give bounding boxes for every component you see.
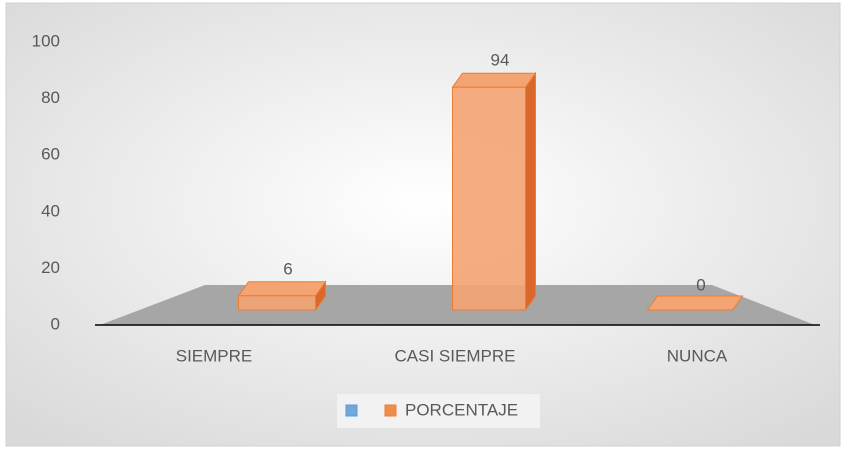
y-tick-label: 0	[51, 314, 60, 333]
x-tick-label: CASI SIEMPRE	[395, 346, 516, 365]
data-label: 0	[696, 275, 705, 294]
bar-top	[451, 72, 537, 88]
bar-side	[525, 71, 536, 312]
y-tick-label: 40	[41, 201, 60, 220]
bar-top	[646, 295, 744, 311]
bar-front	[238, 295, 316, 311]
y-tick-label: 80	[41, 88, 60, 107]
x-tick-label: NUNCA	[667, 346, 728, 365]
y-tick-label: 20	[41, 258, 60, 277]
chart-area	[5, 2, 841, 447]
bar	[451, 71, 537, 312]
bar-front	[452, 86, 526, 311]
bar-top	[237, 281, 327, 297]
y-tick-label: 60	[41, 145, 60, 164]
bar	[237, 280, 327, 312]
data-label: 6	[283, 259, 292, 278]
legend	[337, 394, 540, 428]
legend-swatch	[345, 404, 358, 417]
data-label: 94	[491, 51, 510, 70]
legend-swatch	[384, 404, 397, 417]
legend-label: PORCENTAJE	[405, 400, 518, 419]
x-tick-label: SIEMPRE	[176, 346, 253, 365]
y-tick-label: 100	[32, 31, 60, 50]
bar	[646, 295, 744, 311]
